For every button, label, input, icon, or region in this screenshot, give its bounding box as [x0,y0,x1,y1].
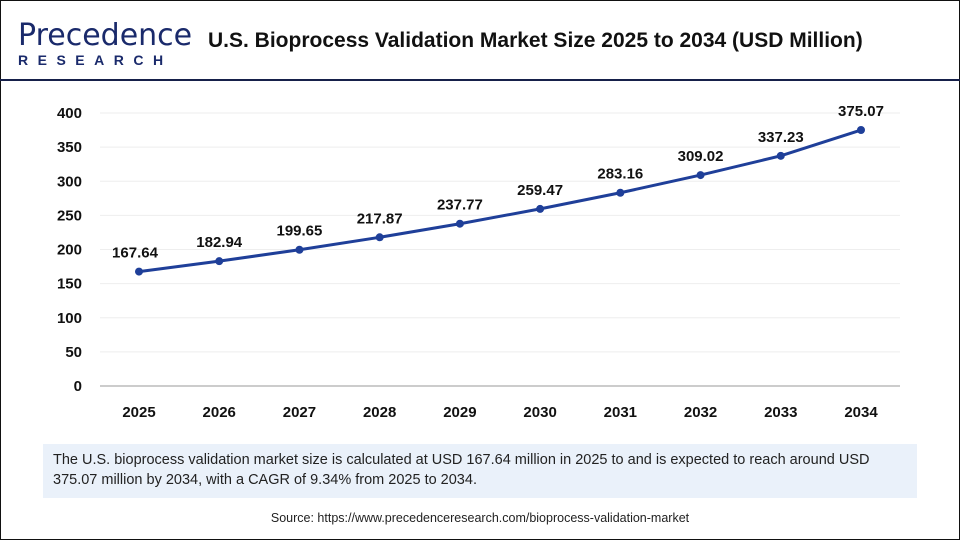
data-label: 259.47 [517,182,563,199]
x-tick-label: 2027 [283,404,316,421]
x-tick-label: 2030 [523,404,556,421]
data-point [616,188,625,197]
data-point [776,151,785,160]
x-tick-label: 2034 [844,404,878,421]
y-tick-label: 100 [57,310,82,327]
x-tick-label: 2028 [363,404,396,421]
series-line [138,128,862,274]
data-point [135,267,143,276]
x-tick-label: 2029 [443,404,476,421]
x-tick-label: 2026 [203,404,236,421]
logo: Precedence RESEARCH [18,18,193,69]
data-point [696,171,705,180]
source-text: Source: https://www.precedenceresearch.c… [270,511,690,525]
data-label: 199.65 [276,223,322,240]
y-tick-label: 150 [57,276,82,293]
data-label: 309.02 [678,148,724,165]
x-tick-label: 2033 [764,404,797,421]
logo-line2: RESEARCH [18,52,173,68]
x-tick-label: 2025 [122,404,155,421]
y-tick-label: 250 [57,207,82,224]
data-point [295,245,304,254]
y-tick-label: 400 [57,105,82,122]
logo-line1: Precedence [18,18,193,53]
x-tick-label: 2031 [604,404,637,421]
y-tick-label: 50 [65,344,82,361]
data-label: 237.77 [437,197,483,214]
data-point [857,126,865,135]
data-label: 167.64 [112,245,159,262]
data-point [536,204,545,213]
y-tick-label: 350 [57,139,82,156]
data-label: 375.07 [838,103,884,120]
data-label: 182.94 [196,234,243,251]
chart-title: U.S. Bioprocess Validation Market Size 2… [208,29,863,52]
x-tick-label: 2032 [684,404,717,421]
summary-note: The U.S. bioprocess validation market si… [43,444,917,498]
data-point [455,219,464,228]
data-label: 217.87 [357,210,403,227]
y-tick-label: 300 [57,173,82,190]
y-tick-label: 200 [57,242,82,259]
y-tick-label: 0 [74,378,82,395]
header: Precedence RESEARCH U.S. Bioprocess Vali… [0,0,960,81]
data-point [375,233,384,242]
data-point [215,257,224,266]
data-label: 337.23 [758,129,804,146]
data-label: 283.16 [597,166,643,183]
